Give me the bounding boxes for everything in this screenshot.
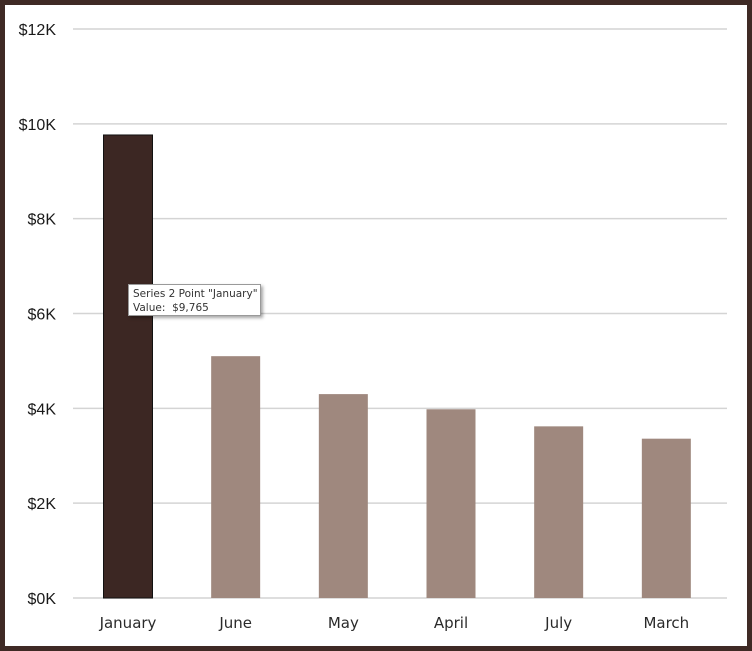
bar-april[interactable] (426, 409, 476, 598)
data-tooltip: Series 2 Point "January" Value: $9,765 (128, 284, 261, 316)
x-tick-label: June (218, 614, 252, 632)
x-axis-labels: January June May April July March (99, 614, 690, 632)
y-tick-label: $8K (28, 212, 57, 229)
y-tick-label: $2K (28, 496, 57, 513)
y-tick-label: $12K (19, 22, 57, 39)
y-tick-label: $6K (28, 307, 57, 324)
x-tick-label: April (434, 614, 468, 632)
x-tick-label: January (99, 614, 157, 632)
tooltip-title: Series 2 Point "January" (133, 288, 258, 300)
bar-march[interactable] (641, 438, 691, 598)
bar-june[interactable] (211, 356, 261, 598)
bars (103, 134, 691, 599)
gridlines (73, 28, 727, 599)
y-tick-label: $4K (28, 401, 57, 418)
bar-may[interactable] (318, 394, 368, 598)
y-axis-ticks: $0K $2K $4K $6K $8K $10K $12K (19, 22, 57, 608)
bar-january[interactable] (103, 134, 153, 599)
tooltip-value-row: Value: $9,765 (133, 301, 256, 315)
x-tick-label: March (643, 614, 689, 632)
bar-july[interactable] (534, 426, 584, 598)
y-tick-label: $10K (19, 117, 57, 134)
x-tick-label: May (328, 614, 359, 632)
tooltip-value-label: Value: (133, 302, 166, 314)
tooltip-value: $9,765 (172, 302, 209, 314)
y-tick-label: $0K (28, 591, 57, 608)
x-tick-label: July (544, 614, 572, 632)
